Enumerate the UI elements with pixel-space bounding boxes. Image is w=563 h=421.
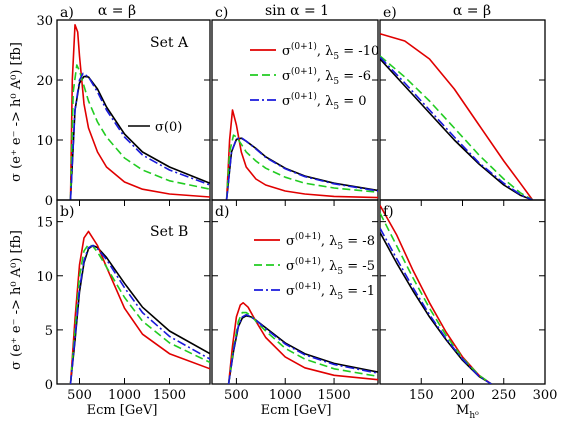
- y-tick-label: 15: [36, 216, 53, 231]
- panel-e: e): [379, 5, 546, 201]
- y-tick-label: 0: [45, 378, 53, 393]
- legend-label-b: σ(0+1), λ5 = 0: [282, 91, 367, 112]
- curve-b: [69, 244, 210, 384]
- panel-label: a): [60, 5, 74, 21]
- mass-label-sub: h⁰: [469, 411, 479, 421]
- x-axis-label-ecm-middle: Ecm [GeV]: [261, 403, 332, 418]
- y-tick-label: 20: [36, 74, 53, 89]
- x-tick-label: 500: [224, 388, 249, 403]
- x-tick-label: 200: [450, 388, 475, 403]
- legend-bottom: σ(0+1), λ5 = -8 σ(0+1), λ5 = -5 σ(0+1), λ5…: [254, 231, 375, 302]
- x-axis-label-ecm-left: Ecm [GeV]: [87, 403, 158, 418]
- x-tick-label: 1000: [269, 388, 302, 403]
- mass-label-main: M: [456, 403, 469, 418]
- panel-label: c): [215, 5, 228, 21]
- panel-label: b): [60, 204, 74, 220]
- panel-curves: [380, 33, 534, 200]
- set-a-label: Set A: [150, 35, 189, 51]
- curve-g: [227, 311, 378, 384]
- panel-curves: [380, 205, 492, 384]
- curve-r: [69, 24, 210, 200]
- curve-b: [380, 227, 492, 384]
- panel-b: 0 5 10 15 500 1000 1500 b): [36, 199, 211, 403]
- curve-g: [69, 64, 210, 200]
- curve-r: [225, 109, 378, 200]
- x-tick-label: 1000: [108, 388, 141, 403]
- panel-d: 500 1000 1500 d): [211, 199, 379, 403]
- curve-s0: [69, 244, 210, 384]
- panel-curves: [69, 24, 210, 200]
- header-col3: α = β: [453, 3, 491, 19]
- x-tick-label: 150: [409, 388, 434, 403]
- panel-label: d): [215, 204, 229, 220]
- curve-s0: [69, 75, 210, 200]
- legend-top: σ(0+1), λ5 = -10 σ(0+1), λ5 = -6 σ(0+1), λ…: [250, 41, 379, 112]
- legend-label-r: σ(0+1), λ5 = -10: [282, 41, 379, 62]
- panels: 0 10 20 30 a) c) e) 0 5 10 15 500 1000 1500 b) 500 1000 1…: [36, 5, 557, 403]
- legend-label-r: σ(0+1), λ5 = -8: [286, 231, 375, 252]
- curve-g: [380, 212, 492, 384]
- legend-sigma0: σ(0): [128, 120, 182, 135]
- curve-b: [227, 313, 378, 384]
- y-tick-label: 5: [45, 324, 53, 339]
- panel-curves: [69, 230, 210, 384]
- x-tick-label: 250: [491, 388, 516, 403]
- curve-g: [225, 134, 378, 200]
- legend-label-g: σ(0+1), λ5 = -5: [286, 256, 375, 277]
- panel-label: f): [383, 204, 394, 220]
- y-tick-label: 30: [36, 14, 53, 29]
- curve-r: [227, 302, 378, 384]
- panel-curves: [227, 302, 378, 384]
- curve-s0: [380, 58, 533, 200]
- x-tick-label: 300: [533, 388, 558, 403]
- x-tick-label: 1500: [318, 388, 351, 403]
- y-tick-label: 10: [36, 134, 53, 149]
- legend-sigma0-label: σ(0): [155, 120, 182, 135]
- y-axis-label-top: σ (e⁺ e⁻ -> h⁰ A⁰) [fb]: [9, 42, 24, 182]
- panel-frame: [379, 19, 546, 201]
- panel-label: e): [383, 5, 397, 21]
- curve-b: [225, 136, 378, 200]
- curve-s0: [227, 315, 378, 384]
- curve-r: [380, 205, 492, 384]
- curve-s0: [380, 232, 492, 384]
- curve-r: [69, 230, 210, 384]
- panel-f: 150 200 250 300 f): [379, 199, 558, 403]
- y-tick-label: 10: [36, 270, 53, 285]
- curve-b: [380, 56, 533, 200]
- panel-frame: [211, 199, 379, 385]
- panel-frame: [56, 199, 211, 385]
- panel-c: c): [211, 5, 379, 201]
- x-tick-label: 1500: [153, 388, 186, 403]
- y-axis-label-bottom: σ (e⁺ e⁻ -> h⁰ A⁰) [fb]: [9, 230, 24, 370]
- y-tick-label: 0: [45, 194, 53, 209]
- panel-curves: [225, 109, 378, 200]
- header-col1: α = β: [98, 3, 136, 19]
- curve-g: [380, 55, 534, 200]
- curve-r: [380, 33, 534, 200]
- set-b-label: Set B: [150, 224, 188, 240]
- legend-label-g: σ(0+1), λ5 = -6: [282, 66, 371, 87]
- curve-b: [69, 72, 210, 200]
- x-axis-label-mass: Mh⁰: [456, 403, 479, 421]
- header-col2: sin α = 1: [265, 3, 329, 19]
- legend-label-b: σ(0+1), λ5 = -1: [286, 281, 375, 302]
- x-tick-label: 500: [67, 388, 92, 403]
- curve-g: [69, 243, 210, 384]
